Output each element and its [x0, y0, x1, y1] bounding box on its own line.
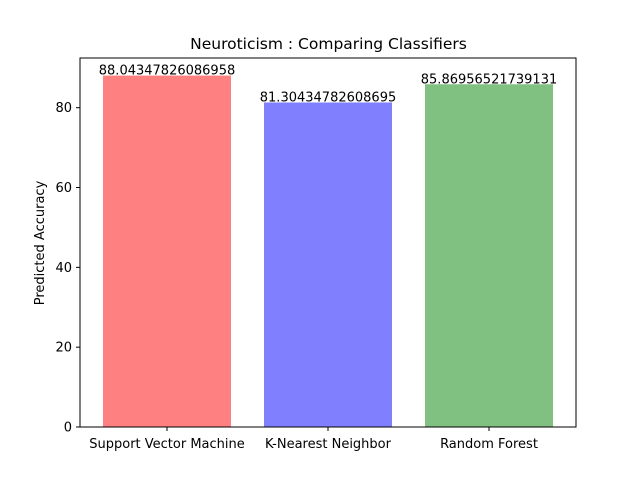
x-axis: Support Vector Machine K-Nearest Neighbor…: [89, 427, 538, 452]
y-tick-label-40: 40: [55, 261, 72, 276]
bar-k-nearest-neighbor: [264, 102, 392, 428]
data-label-random-forest: 85.86956521739131: [421, 72, 557, 87]
x-tick-label-k-nearest-neighbor: K-Nearest Neighbor: [265, 437, 392, 452]
x-tick-label-support-vector-machine: Support Vector Machine: [89, 437, 245, 452]
y-axis: 0 20 40 60 80: [55, 101, 80, 436]
y-tick-label-20: 20: [55, 341, 72, 356]
bar-support-vector-machine: [103, 75, 231, 428]
x-tick-label-random-forest: Random Forest: [440, 437, 538, 452]
y-axis-label: Predicted Accuracy: [33, 180, 48, 305]
chart-title: Neuroticism : Comparing Classifiers: [190, 35, 467, 53]
bars-group: [103, 75, 553, 428]
plot-frame: [79, 57, 577, 428]
data-label-support-vector-machine: 88.04347826086958: [99, 64, 235, 79]
data-labels-group: 88.04347826086958 81.30434782608695 85.869…: [99, 64, 557, 106]
bar-random-forest: [425, 84, 553, 427]
data-label-k-nearest-neighbor: 81.30434782608695: [260, 90, 396, 105]
y-tick-label-80: 80: [55, 101, 72, 116]
y-tick-label-0: 0: [64, 421, 72, 436]
y-tick-label-60: 60: [55, 181, 72, 196]
